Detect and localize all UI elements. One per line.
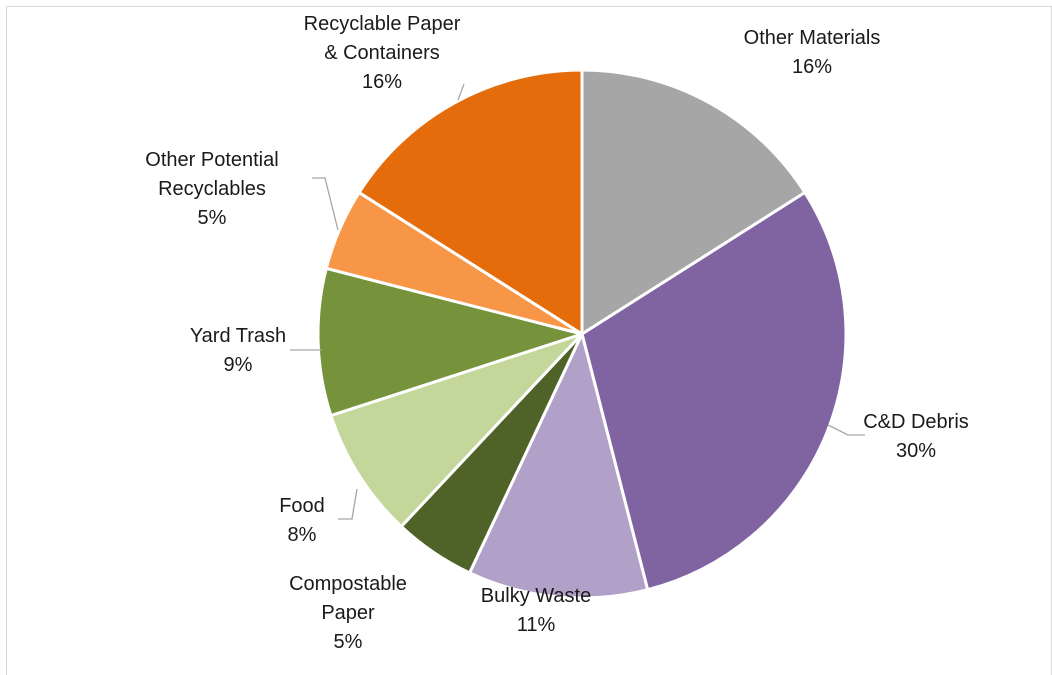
pie-slice-food [329, 332, 584, 528]
pie-slice-candd-debris [580, 191, 848, 592]
pie-slice-bulky-waste [468, 332, 650, 600]
slice-labels: Other Materials 16% C&D Debris 30% Bulky Was… [145, 13, 969, 653]
pie-slice-yard-trash [316, 266, 584, 418]
slices-layer [316, 68, 848, 600]
slice-label-compostable-paper: Compostable Paper 5% [289, 573, 407, 653]
leader-line-candd-debris [827, 424, 865, 436]
leader-line-food [338, 488, 358, 520]
slice-label-other-potential-recyclables: Other Potential Recyclables 5% [145, 149, 278, 229]
leader-lines [290, 83, 865, 520]
slice-label-yard-trash: Yard Trash 9% [190, 325, 286, 376]
slice-label-food: Food 8% [279, 495, 325, 546]
slice-label-recyclable-paper-and-containers: Recyclable Paper & Containers 16% [304, 13, 461, 93]
leader-line-other-potential-recyclables [312, 177, 339, 231]
pie-slice-other-materials [580, 68, 807, 336]
slice-label-other-materials: Other Materials 16% [744, 27, 881, 78]
pie-slice-recyclable-paper-and-containers [357, 68, 584, 336]
slice-label-candd-debris: C&D Debris 30% [863, 411, 969, 462]
leader-line-recyclable-paper-and-containers [457, 83, 465, 101]
slice-label-bulky-waste: Bulky Waste 11% [481, 585, 591, 636]
